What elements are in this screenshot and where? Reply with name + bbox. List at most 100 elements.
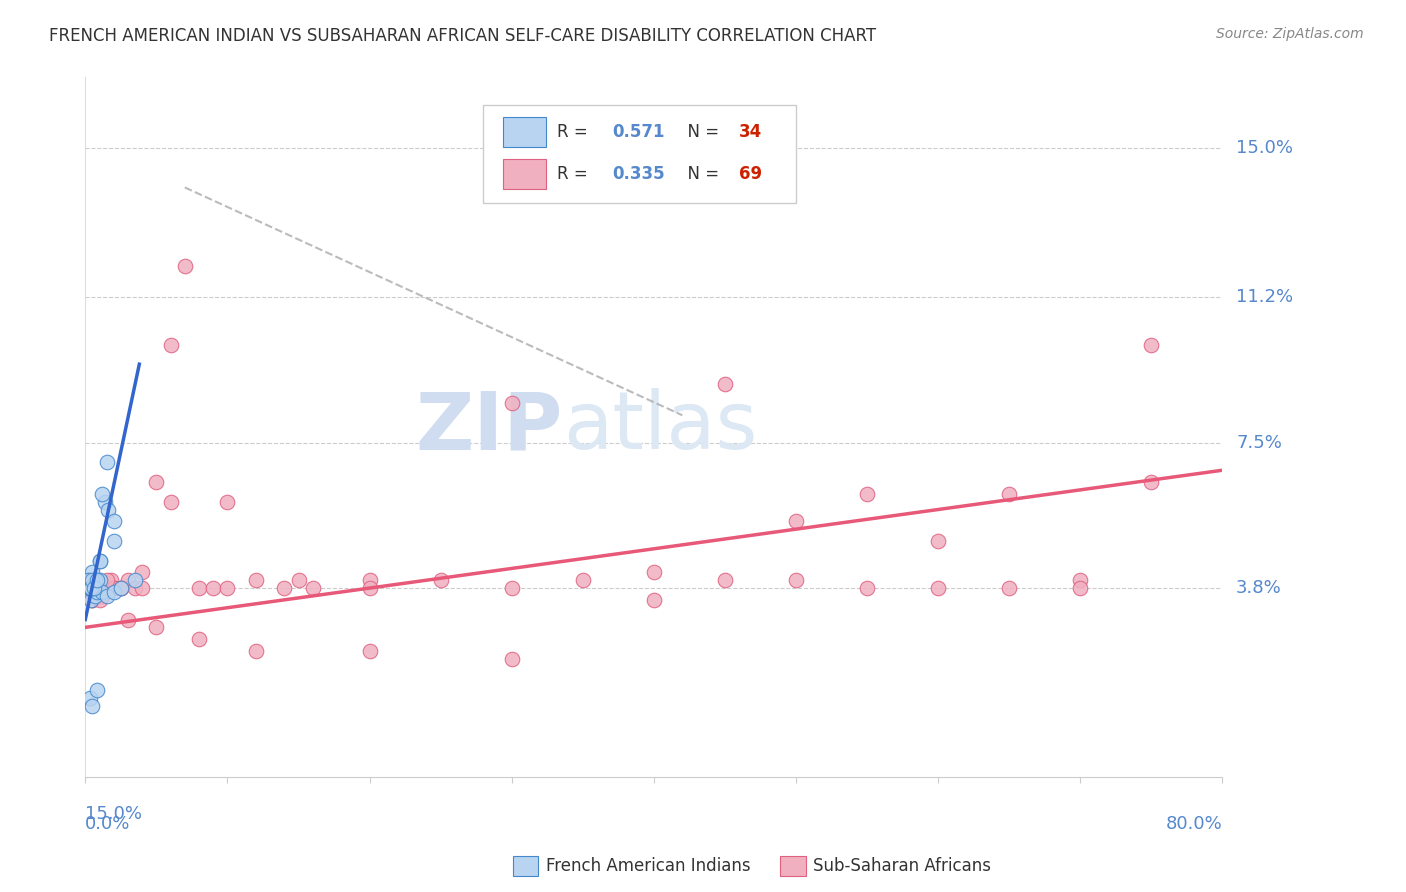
FancyBboxPatch shape bbox=[484, 105, 796, 203]
Text: 15.0%: 15.0% bbox=[1236, 139, 1294, 157]
Text: 0.335: 0.335 bbox=[612, 165, 665, 183]
Point bbox=[77, 589, 100, 603]
Point bbox=[714, 376, 737, 391]
Point bbox=[714, 573, 737, 587]
Text: Sub-Saharan Africans: Sub-Saharan Africans bbox=[813, 857, 991, 875]
Point bbox=[110, 581, 132, 595]
Point bbox=[82, 566, 104, 580]
Point bbox=[103, 533, 125, 548]
Point bbox=[96, 581, 118, 595]
Point bbox=[82, 592, 104, 607]
Point bbox=[84, 589, 107, 603]
Point bbox=[273, 581, 295, 595]
Point bbox=[86, 589, 108, 603]
Point bbox=[217, 494, 239, 508]
Point bbox=[359, 644, 381, 658]
Point bbox=[110, 581, 132, 595]
Point bbox=[359, 573, 381, 587]
Point bbox=[80, 581, 103, 595]
Point bbox=[87, 581, 110, 595]
Point bbox=[927, 581, 949, 595]
Point bbox=[287, 573, 309, 587]
Point bbox=[571, 573, 593, 587]
Point bbox=[1069, 581, 1091, 595]
Text: FRENCH AMERICAN INDIAN VS SUBSAHARAN AFRICAN SELF-CARE DISABILITY CORRELATION CH: FRENCH AMERICAN INDIAN VS SUBSAHARAN AFR… bbox=[49, 27, 876, 45]
Text: N =: N = bbox=[676, 165, 724, 183]
Point bbox=[103, 581, 125, 595]
Point bbox=[1140, 337, 1163, 351]
Point bbox=[117, 613, 139, 627]
Point bbox=[86, 573, 108, 587]
Point bbox=[117, 573, 139, 587]
Point bbox=[79, 581, 101, 595]
Point bbox=[83, 581, 105, 595]
Point bbox=[80, 589, 103, 603]
Point bbox=[124, 581, 146, 595]
Text: 0.0%: 0.0% bbox=[86, 815, 131, 833]
Point bbox=[103, 581, 125, 595]
Point bbox=[86, 683, 108, 698]
Point bbox=[86, 589, 108, 603]
Bar bbox=[502, 117, 546, 146]
Point bbox=[145, 620, 167, 634]
Point bbox=[86, 585, 108, 599]
Point bbox=[856, 581, 879, 595]
Point bbox=[97, 502, 120, 516]
Point bbox=[87, 581, 110, 595]
Bar bbox=[502, 160, 546, 188]
Point bbox=[100, 573, 122, 587]
Text: 0.571: 0.571 bbox=[612, 123, 664, 141]
Point bbox=[159, 494, 181, 508]
Point bbox=[89, 573, 111, 587]
Point bbox=[84, 581, 107, 595]
Point bbox=[79, 581, 101, 595]
Text: atlas: atlas bbox=[562, 388, 758, 466]
Point bbox=[245, 573, 267, 587]
Point bbox=[643, 566, 665, 580]
Point bbox=[998, 581, 1021, 595]
Point bbox=[89, 581, 111, 595]
Point bbox=[89, 553, 111, 567]
Point bbox=[82, 581, 104, 595]
Text: Source: ZipAtlas.com: Source: ZipAtlas.com bbox=[1216, 27, 1364, 41]
Text: 3.8%: 3.8% bbox=[1236, 579, 1282, 597]
Point bbox=[173, 259, 195, 273]
Point bbox=[82, 592, 104, 607]
Point bbox=[77, 573, 100, 587]
Point bbox=[501, 396, 523, 410]
Point bbox=[82, 698, 104, 713]
Point bbox=[91, 585, 114, 599]
Text: 69: 69 bbox=[740, 165, 762, 183]
Point bbox=[1140, 475, 1163, 489]
Point bbox=[856, 487, 879, 501]
Point bbox=[96, 589, 118, 603]
Point bbox=[79, 581, 101, 595]
Point bbox=[145, 475, 167, 489]
Point bbox=[91, 487, 114, 501]
Text: N =: N = bbox=[676, 123, 724, 141]
Point bbox=[1069, 573, 1091, 587]
Text: 7.5%: 7.5% bbox=[1236, 434, 1282, 451]
Point bbox=[82, 573, 104, 587]
Point bbox=[91, 589, 114, 603]
Point bbox=[785, 573, 807, 587]
Point bbox=[79, 581, 101, 595]
Point bbox=[103, 514, 125, 528]
Point bbox=[77, 573, 100, 587]
Point bbox=[96, 455, 118, 469]
Point bbox=[188, 581, 211, 595]
Point bbox=[83, 581, 105, 595]
Point bbox=[429, 573, 451, 587]
Point bbox=[301, 581, 323, 595]
Point bbox=[131, 581, 153, 595]
Text: 80.0%: 80.0% bbox=[1166, 815, 1222, 833]
Point bbox=[501, 581, 523, 595]
Point bbox=[124, 573, 146, 587]
Point bbox=[202, 581, 225, 595]
Point bbox=[188, 632, 211, 647]
Point bbox=[80, 592, 103, 607]
Point bbox=[359, 581, 381, 595]
Point bbox=[84, 573, 107, 587]
Point bbox=[785, 514, 807, 528]
Point bbox=[79, 581, 101, 595]
